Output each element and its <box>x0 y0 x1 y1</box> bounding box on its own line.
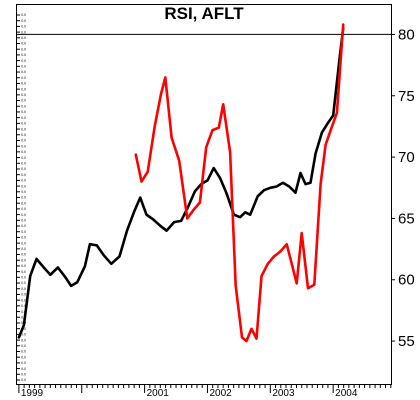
minor-tick-label: 0.0 <box>21 378 26 382</box>
minor-tick-label: 0.0 <box>21 241 26 245</box>
minor-tick-label: 0.0 <box>21 355 26 359</box>
minor-tick-label: 0.0 <box>21 184 26 188</box>
minor-tick-label: 0.0 <box>21 25 26 29</box>
minor-tick-label: 0.0 <box>21 372 26 376</box>
minor-tick-label: 0.0 <box>21 287 26 291</box>
minor-tick-label: 0.0 <box>21 70 26 74</box>
minor-tick-label: 0.0 <box>21 167 26 171</box>
minor-tick-label: 0.0 <box>21 173 26 177</box>
plot-frame <box>16 4 392 385</box>
minor-tick-label: 0.0 <box>21 219 26 223</box>
x-tick-label: 2001 <box>147 388 170 399</box>
y-tick-label: 55 <box>398 333 415 350</box>
minor-tick-label: 0.0 <box>21 139 26 143</box>
minor-tick-label: 0.0 <box>21 30 26 34</box>
y-tick-label: 60 <box>398 272 415 289</box>
minor-tick-label: 0.0 <box>21 99 26 103</box>
minor-tick-label: 0.0 <box>21 213 26 217</box>
minor-tick-label: 0.0 <box>21 333 26 337</box>
minor-tick-label: 0.0 <box>21 104 26 108</box>
minor-tick-label: 0.0 <box>21 207 26 211</box>
minor-tick-label: 0.0 <box>21 344 26 348</box>
minor-tick-label: 0.0 <box>21 190 26 194</box>
minor-tick-label: 0.0 <box>21 179 26 183</box>
minor-tick-label: 0.0 <box>21 276 26 280</box>
x-tick-label: 2004 <box>335 388 358 399</box>
minor-tick-label: 0.0 <box>21 310 26 314</box>
minor-tick-label: 0.0 <box>21 47 26 51</box>
minor-tick-label: 0.0 <box>21 110 26 114</box>
minor-tick-label: 0.0 <box>21 76 26 80</box>
minor-tick-label: 0.0 <box>21 224 26 228</box>
minor-tick-label: 0.0 <box>21 150 26 154</box>
minor-tick-label: 0.0 <box>21 236 26 240</box>
y-tick-label: 80 <box>398 26 415 43</box>
minor-tick-label: 0.0 <box>21 350 26 354</box>
x-tick-label: 2003 <box>272 388 295 399</box>
x-tick-label: 1999 <box>21 388 44 399</box>
minor-tick-label: 0.0 <box>21 304 26 308</box>
minor-tick-label: 0.0 <box>21 230 26 234</box>
minor-tick-label: 0.0 <box>21 144 26 148</box>
minor-tick-label: 0.0 <box>21 53 26 57</box>
minor-tick-label: 0.0 <box>21 338 26 342</box>
minor-tick-label: 0.0 <box>21 258 26 262</box>
y-tick-label: 70 <box>398 149 415 166</box>
minor-tick-label: 0.0 <box>21 293 26 297</box>
minor-tick-label: 0.0 <box>21 315 26 319</box>
minor-tick-label: 0.0 <box>21 36 26 40</box>
minor-tick-label: 0.0 <box>21 367 26 371</box>
series-line-1 <box>17 27 345 339</box>
minor-tick-label: 0.0 <box>21 82 26 86</box>
minor-tick-label: 0.0 <box>21 156 26 160</box>
minor-tick-label: 0.0 <box>21 161 26 165</box>
y-tick-label: 75 <box>398 88 415 105</box>
minor-tick-label: 0.0 <box>21 42 26 46</box>
minor-tick-label: 0.0 <box>21 19 26 23</box>
chart-title: RSI, AFLT <box>164 4 244 23</box>
minor-tick-label: 0.0 <box>21 281 26 285</box>
x-axis: 1999 2001 2002 2003 2004 <box>18 384 392 399</box>
minor-tick-label: 0.0 <box>21 298 26 302</box>
minor-tick-label: 0.0 <box>21 59 26 63</box>
minor-tick-label: 0.0 <box>21 264 26 268</box>
minor-tick-label: 0.0 <box>21 361 26 365</box>
minor-tick-label: 0.0 <box>21 87 26 91</box>
minor-tick-label: 0.0 <box>21 65 26 69</box>
series-line-2 <box>134 23 345 343</box>
x-tick-label: 2002 <box>209 388 232 399</box>
minor-tick-label: 0.0 <box>21 127 26 131</box>
series-layer <box>17 23 345 343</box>
minor-tick-label: 0.0 <box>21 122 26 126</box>
y-axis: 55 60 65 70 75 80 <box>391 26 415 350</box>
minor-tick-label: 0.0 <box>21 133 26 137</box>
minor-tick-label: 0.0 <box>21 247 26 251</box>
minor-tick-label: 0.0 <box>21 201 26 205</box>
minor-tick-label: 0.0 <box>21 270 26 274</box>
minor-tick-label: 0.0 <box>21 93 26 97</box>
minor-tick-label: 0.0 <box>21 196 26 200</box>
minor-tick-label: 0.0 <box>21 13 26 17</box>
y-tick-label: 65 <box>398 210 415 227</box>
minor-tick-label: 0.0 <box>21 116 26 120</box>
minor-tick-label: 0.0 <box>21 253 26 257</box>
